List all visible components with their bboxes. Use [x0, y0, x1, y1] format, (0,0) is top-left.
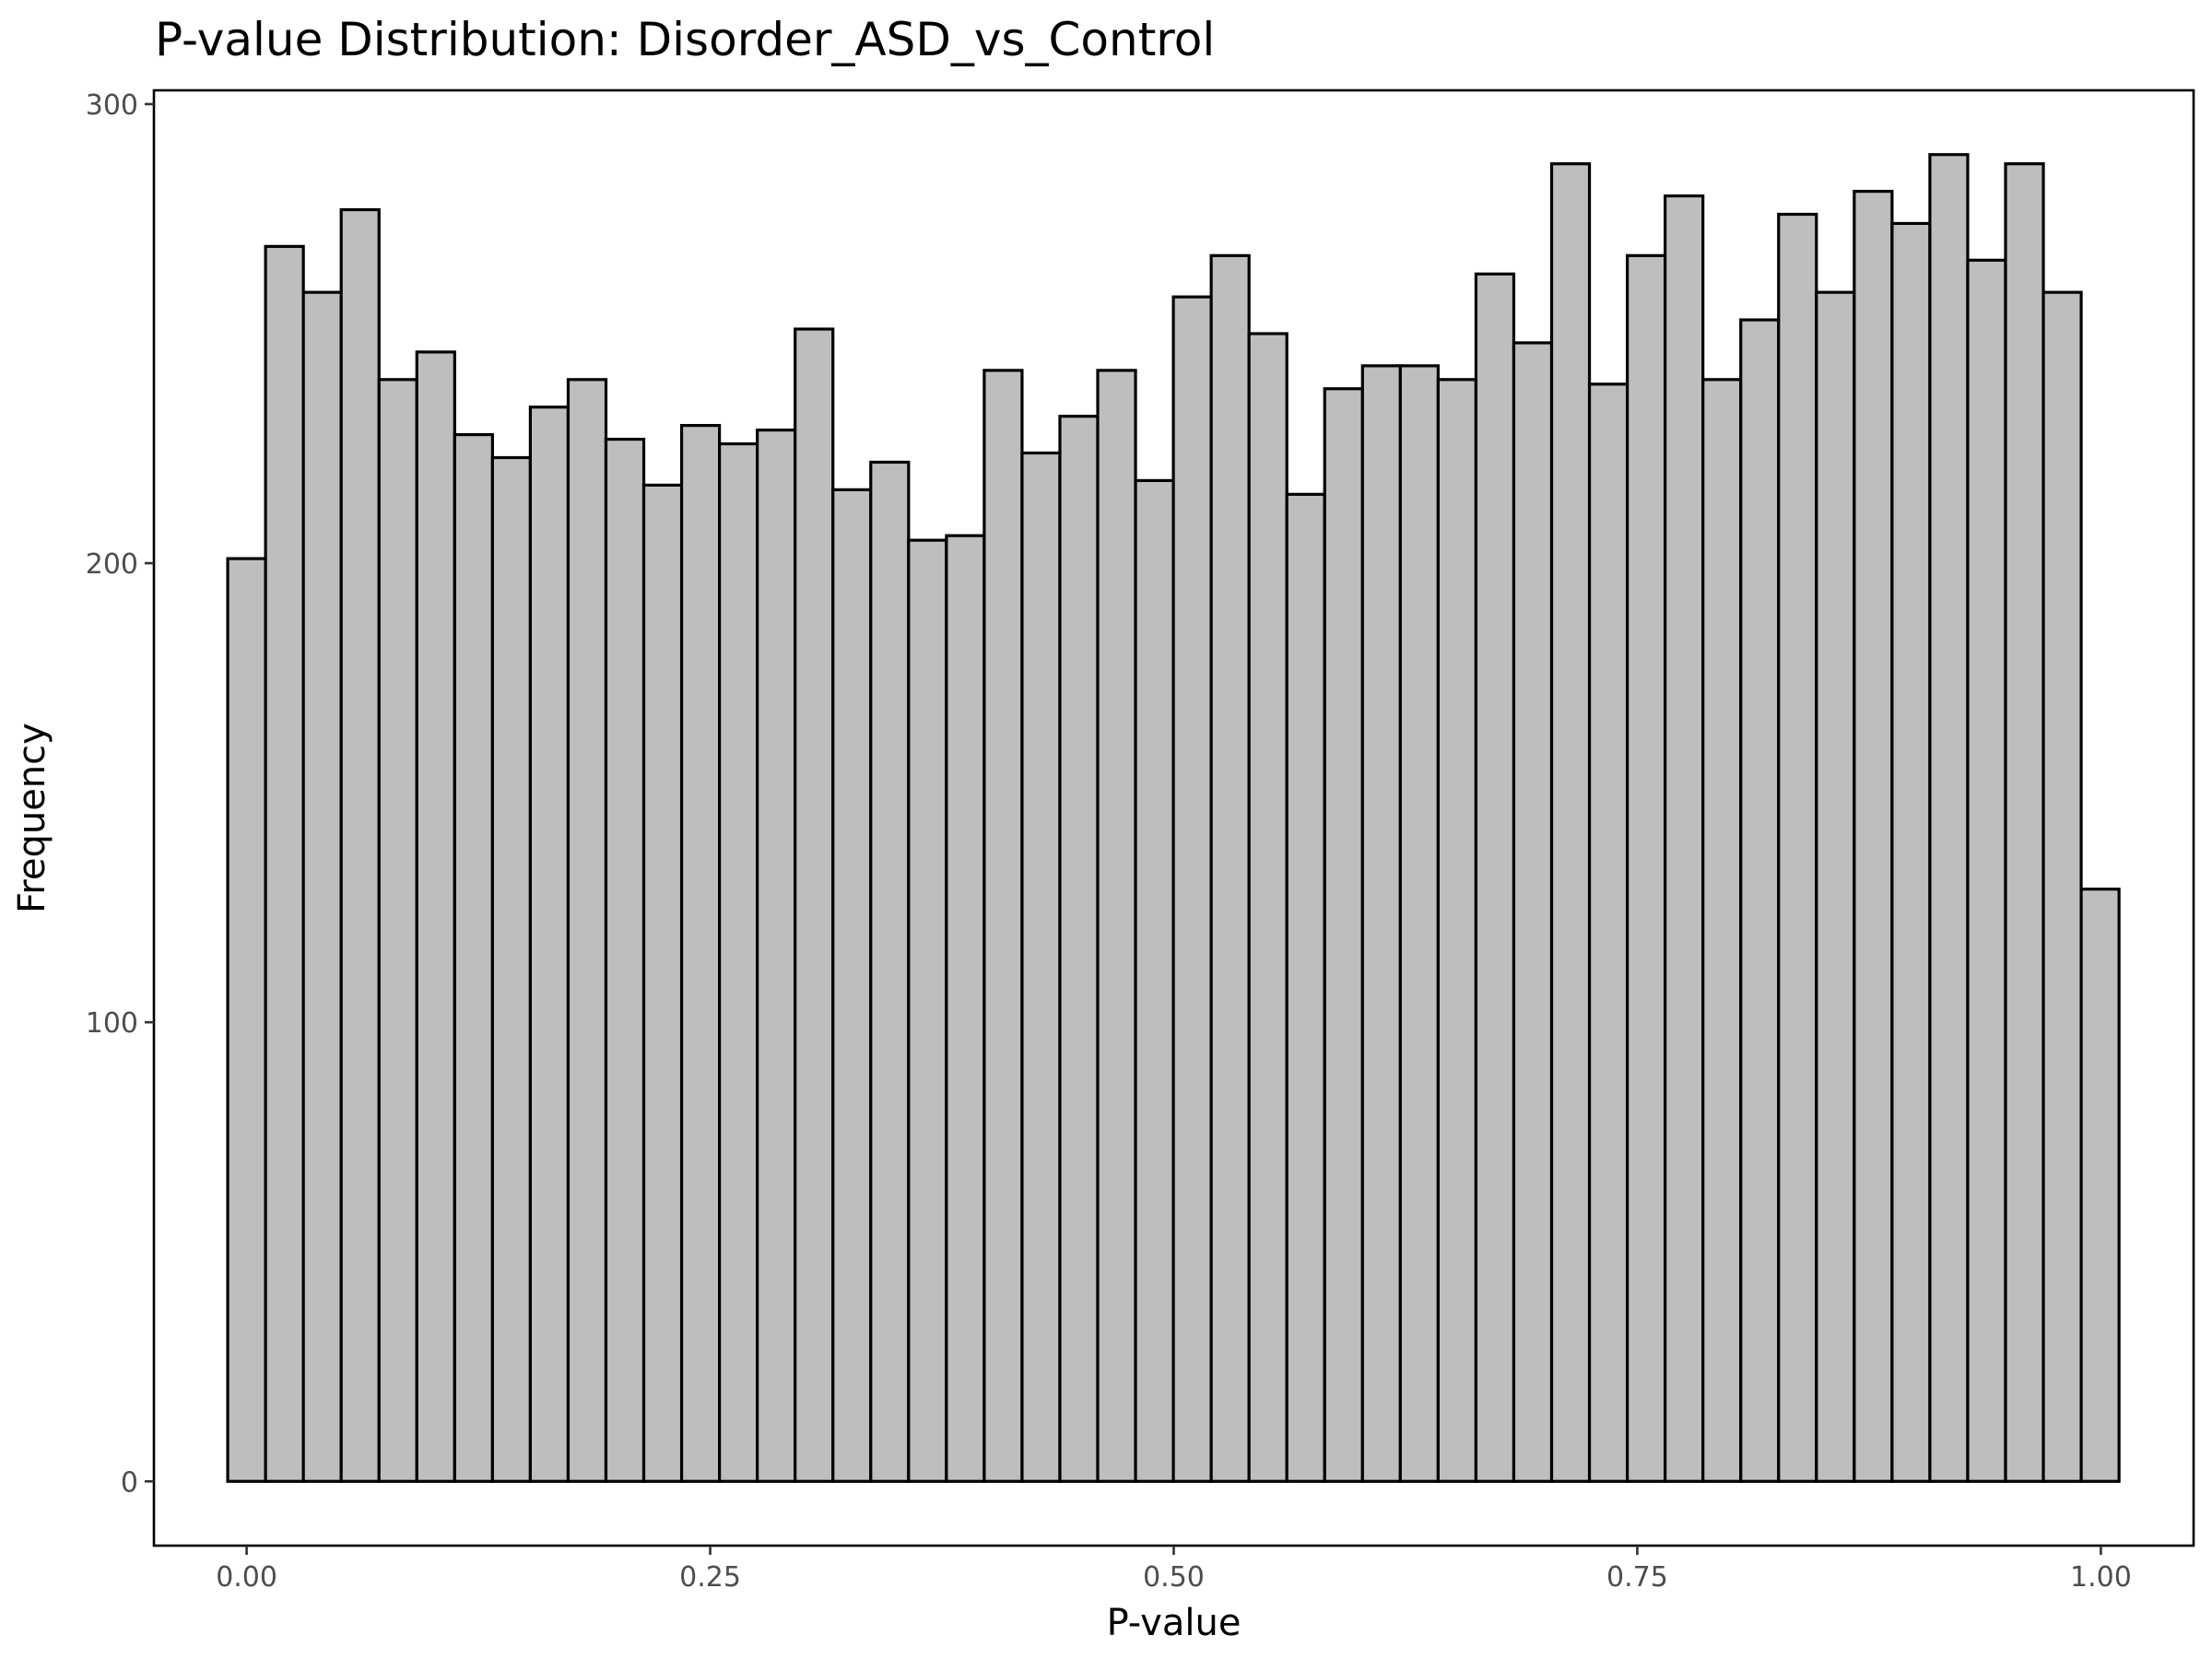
histogram-bar: [1815, 290, 1856, 1483]
histogram-bar: [945, 534, 986, 1483]
histogram-bar: [1928, 153, 1970, 1483]
histogram-bar: [490, 455, 532, 1483]
histogram-bar: [679, 424, 722, 1483]
bars-group: [226, 153, 2121, 1483]
histogram-bar: [226, 557, 267, 1483]
histogram-bar: [756, 428, 797, 1483]
histogram-bar: [264, 244, 305, 1483]
histogram-bar: [1701, 378, 1743, 1483]
histogram-bar: [1247, 332, 1288, 1483]
histogram-bar: [869, 460, 911, 1483]
histogram-bar: [1777, 212, 1818, 1483]
histogram-bar: [1058, 415, 1100, 1483]
x-axis: 0.00 0.25 0.50 0.75 1.00: [216, 1546, 2132, 1594]
histogram-bar: [1739, 318, 1781, 1483]
histogram-bar: [604, 437, 646, 1483]
histogram-bar: [1436, 378, 1478, 1483]
histogram-bar: [1398, 364, 1440, 1483]
histogram-bar: [1853, 189, 1894, 1483]
histogram-bar: [1664, 194, 1705, 1483]
x-tick-label: 0.25: [679, 1561, 741, 1594]
histogram-bar: [2004, 162, 2045, 1483]
histogram-bar: [528, 406, 571, 1483]
histogram-bar: [982, 369, 1024, 1483]
histogram-bar: [301, 290, 343, 1483]
histogram-bar: [339, 207, 381, 1483]
histogram-bar: [831, 488, 873, 1483]
histogram-bar: [1549, 162, 1592, 1483]
y-axis: 0 100 200 300: [86, 89, 154, 1499]
histogram-bar: [907, 538, 948, 1483]
histogram-bar: [1020, 451, 1062, 1483]
histogram-bar: [453, 432, 494, 1483]
y-axis-label: Frequency: [11, 723, 53, 913]
y-tick-label: 100: [86, 1007, 138, 1040]
x-tick-label: 1.00: [2070, 1561, 2132, 1594]
histogram-bar: [1360, 364, 1402, 1483]
histogram-bar: [415, 350, 456, 1483]
histogram-bar: [1966, 258, 2007, 1483]
histogram-bar: [1323, 387, 1364, 1483]
y-tick-label: 300: [86, 89, 138, 122]
chart-title: P-value Distribution: Disorder_ASD_vs_Co…: [155, 13, 1215, 66]
histogram-bar: [718, 441, 759, 1483]
x-axis-label: P-value: [1107, 1602, 1241, 1644]
histogram-bar: [1096, 369, 1137, 1483]
histogram-bar: [1474, 272, 1516, 1483]
histogram-bar: [641, 483, 684, 1483]
histogram-bar: [1134, 478, 1175, 1483]
histogram-bar: [1890, 221, 1932, 1483]
x-tick-label: 0.00: [216, 1561, 277, 1594]
histogram-bar: [1171, 295, 1213, 1483]
histogram-bar: [566, 378, 608, 1483]
histogram-bar: [2079, 888, 2121, 1483]
histogram-bar: [1209, 253, 1251, 1483]
histogram-bar: [1285, 492, 1326, 1483]
y-tick-label: 200: [86, 548, 138, 581]
histogram-bar: [794, 327, 835, 1483]
histogram-bar: [2041, 290, 2083, 1483]
histogram-bar: [1587, 382, 1630, 1483]
x-tick-label: 0.50: [1143, 1561, 1205, 1594]
histogram-bar: [1512, 341, 1554, 1483]
x-tick-label: 0.75: [1606, 1561, 1668, 1594]
histogram-bar: [377, 378, 418, 1483]
y-tick-label: 0: [121, 1466, 138, 1499]
histogram-bar: [1625, 253, 1667, 1483]
